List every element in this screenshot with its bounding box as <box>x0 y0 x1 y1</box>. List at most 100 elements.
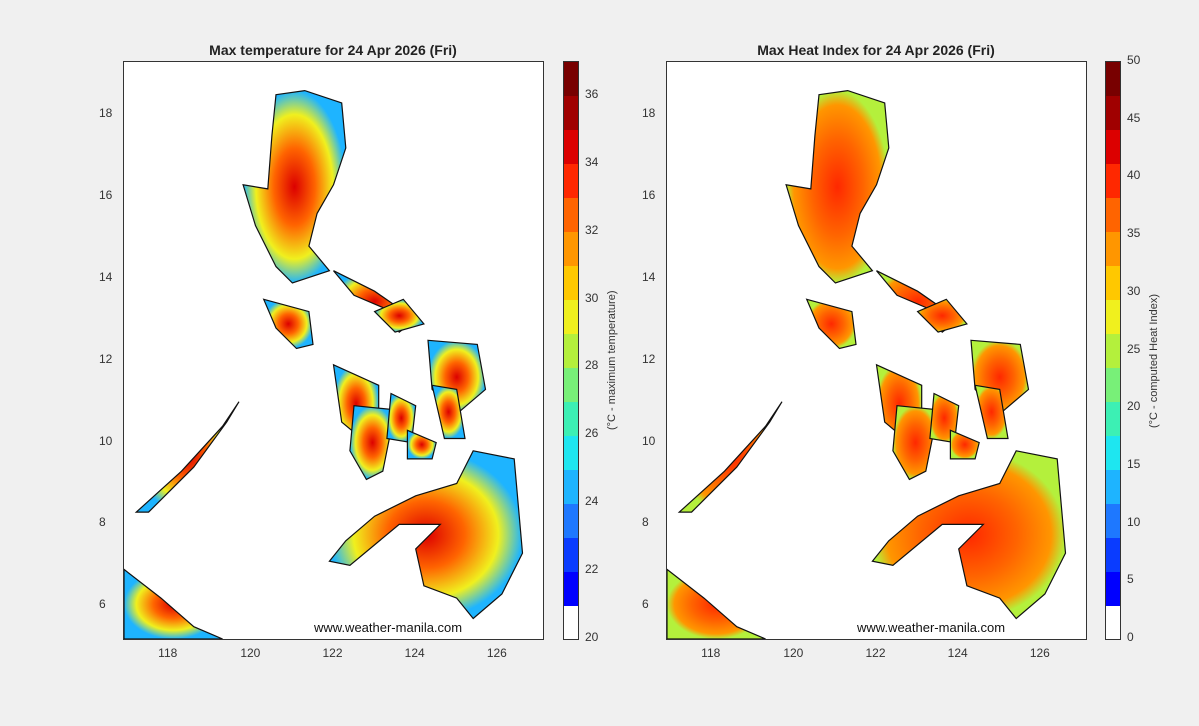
colorbar-tick-label: 5 <box>1127 572 1134 587</box>
x-tick-label: 120 <box>240 646 261 660</box>
y-tick-label: 12 <box>99 351 113 366</box>
landmass <box>871 450 1067 620</box>
landmass <box>134 401 240 513</box>
colorbar-tick-label: 36 <box>585 86 599 101</box>
colorbar-segment <box>1106 469 1120 504</box>
landmass <box>431 384 466 440</box>
colorbar-segment <box>564 163 578 199</box>
colorbar-tick-label: 45 <box>1127 110 1141 125</box>
heat-index-map: www.weather-manila.com <box>666 61 1087 640</box>
y-tick-label: 10 <box>642 433 656 448</box>
landmass <box>328 450 524 620</box>
colorbar-tick-label: 35 <box>1127 226 1141 241</box>
y-tick-label: 18 <box>642 106 656 121</box>
temperature-watermark: www.weather-manila.com <box>314 620 463 635</box>
colorbar-segment <box>1106 95 1120 131</box>
colorbar-segment <box>1106 163 1120 199</box>
y-tick-label: 16 <box>99 188 113 203</box>
colorbar-segment <box>1106 401 1120 436</box>
colorbar-segment <box>1106 605 1120 640</box>
colorbar-segment <box>564 503 578 538</box>
landmass <box>124 568 223 639</box>
x-tick-label: 122 <box>865 646 886 660</box>
landmass <box>892 405 939 481</box>
colorbar-tick-label: 34 <box>585 154 599 169</box>
y-tick-label: 14 <box>99 269 113 284</box>
colorbar-tick-label: 28 <box>585 358 599 373</box>
heat-index-watermark: www.weather-manila.com <box>857 620 1006 635</box>
temperature-colorbar-label: (°C - maximum temperature) <box>606 290 618 430</box>
y-tick-label: 6 <box>642 597 649 612</box>
colorbar-segment <box>1106 435 1120 470</box>
colorbar-segment <box>564 367 578 402</box>
colorbar-segment <box>1106 231 1120 267</box>
landmass <box>406 429 437 460</box>
heat-index-colorbar-label: (°C - computed Heat Index) <box>1148 293 1160 428</box>
y-tick-label: 14 <box>642 269 656 284</box>
colorbar-tick-label: 15 <box>1127 456 1141 471</box>
colorbar-segment <box>564 435 578 470</box>
colorbar-segment <box>1106 265 1120 301</box>
colorbar-segment <box>1106 537 1120 572</box>
colorbar-tick-label: 22 <box>585 562 599 577</box>
colorbar-tick-label: 30 <box>1127 283 1141 298</box>
colorbar-tick-label: 32 <box>585 222 599 237</box>
y-tick-label: 8 <box>99 515 106 530</box>
colorbar-segment <box>1106 299 1120 335</box>
colorbar-tick-label: 30 <box>585 290 599 305</box>
landmass <box>242 89 347 284</box>
colorbar-segment <box>1106 367 1120 402</box>
x-tick-label: 124 <box>947 646 968 660</box>
x-tick-label: 120 <box>783 646 804 660</box>
colorbar-segment <box>1106 129 1120 165</box>
colorbar-tick-label: 50 <box>1127 53 1141 67</box>
y-tick-label: 16 <box>642 188 656 203</box>
landmass <box>677 401 783 513</box>
colorbar-tick-label: 25 <box>1127 341 1141 356</box>
y-tick-label: 18 <box>99 106 113 121</box>
heat-index-title: Max Heat Index for 24 Apr 2026 (Fri) <box>757 42 995 58</box>
colorbar-segment <box>564 299 578 335</box>
landmass <box>974 384 1009 440</box>
x-tick-label: 126 <box>486 646 507 660</box>
landmass <box>785 89 890 284</box>
x-tick-label: 118 <box>701 646 721 660</box>
x-tick-label: 118 <box>158 646 178 660</box>
colorbar-segment <box>564 537 578 572</box>
colorbar-tick-label: 20 <box>1127 399 1141 414</box>
colorbar-segment <box>564 62 578 97</box>
landmass <box>949 429 980 460</box>
temperature-title: Max temperature for 24 Apr 2026 (Fri) <box>209 42 457 58</box>
colorbar-tick-label: 40 <box>1127 168 1141 183</box>
y-tick-label: 6 <box>99 597 106 612</box>
y-tick-label: 8 <box>642 515 649 530</box>
colorbar-segment <box>564 265 578 301</box>
colorbar-tick-label: 0 <box>1127 630 1134 644</box>
colorbar-segment <box>1106 333 1120 368</box>
landmass <box>805 298 857 350</box>
colorbar-segment <box>564 401 578 436</box>
colorbar-segment <box>564 129 578 165</box>
colorbar-segment <box>1106 503 1120 538</box>
colorbar-segment <box>564 605 578 640</box>
y-tick-label: 12 <box>642 351 656 366</box>
temperature-map: www.weather-manila.com <box>123 61 544 640</box>
y-tick-label: 10 <box>99 433 113 448</box>
heat-index-map-layer <box>667 89 1067 639</box>
colorbar-tick-label: 24 <box>585 494 599 509</box>
temperature-map-layer <box>124 89 524 639</box>
temperature-colorbar <box>563 61 579 640</box>
colorbar-tick-label: 20 <box>585 630 599 644</box>
colorbar-segment <box>564 571 578 606</box>
colorbar-segment <box>564 231 578 267</box>
landmass <box>349 405 396 481</box>
x-tick-label: 124 <box>404 646 425 660</box>
colorbar-segment <box>564 197 578 233</box>
landmass <box>373 298 425 333</box>
colorbar-tick-label: 26 <box>585 426 599 441</box>
colorbar-segment <box>564 469 578 504</box>
heat-index-colorbar <box>1105 61 1121 640</box>
colorbar-segment <box>564 333 578 368</box>
colorbar-segment <box>564 95 578 131</box>
x-tick-label: 126 <box>1029 646 1050 660</box>
